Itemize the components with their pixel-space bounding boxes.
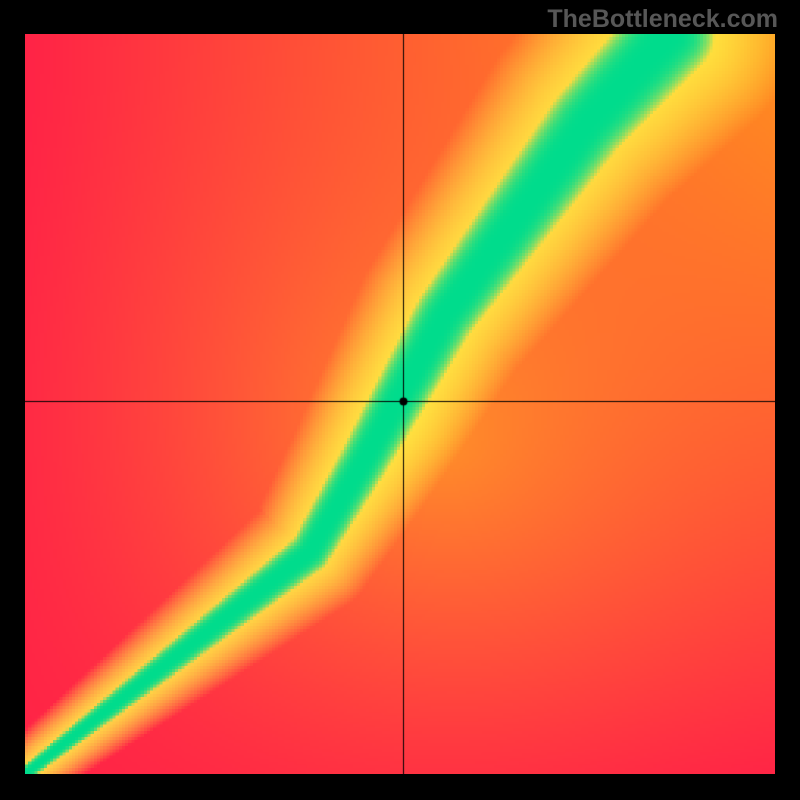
watermark-text: TheBottleneck.com [547, 5, 778, 34]
chart-container: TheBottleneck.com [0, 0, 800, 800]
crosshair-overlay [25, 34, 775, 774]
